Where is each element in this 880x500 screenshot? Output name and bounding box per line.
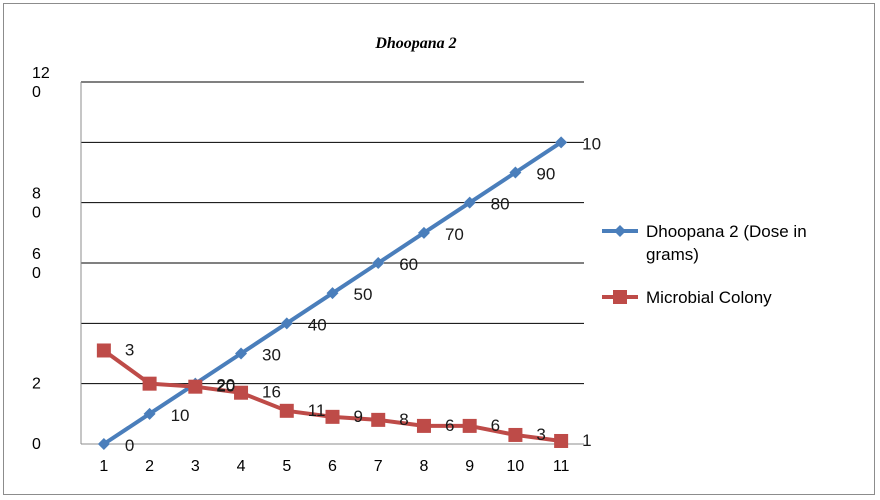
y-tick-label: 12 0	[32, 65, 50, 101]
data-label: 90	[536, 165, 555, 184]
y-tick-label: 0	[32, 436, 41, 453]
data-label: 20	[216, 376, 235, 395]
chart-canvas: Dhoopana 2 026 08 012 01 2 3 4 5 6 7 8 9 10 11 010203…	[32, 35, 807, 475]
x-tick-label: 2	[145, 458, 154, 475]
data-point	[280, 317, 293, 330]
legend-label: Microbial Colony	[646, 288, 772, 307]
data-point	[142, 376, 157, 391]
y-tick-label: 2	[32, 376, 41, 393]
data-label: 20	[216, 377, 235, 396]
data-point	[143, 407, 156, 420]
x-tick-label: 8	[420, 458, 429, 475]
data-point	[555, 136, 568, 149]
data-label: 6	[445, 416, 454, 435]
data-label: 3	[125, 340, 134, 359]
data-label: 40	[308, 315, 327, 334]
data-point	[554, 433, 569, 448]
data-label: 50	[354, 285, 373, 304]
legend-label: Dhoopana 2 (Dose in grams)	[646, 222, 807, 264]
data-point	[372, 257, 385, 269]
data-point	[325, 409, 340, 424]
x-tick-label: 4	[237, 458, 246, 475]
data-point	[234, 385, 249, 400]
chart-frame: Dhoopana 2 0 2 6 0 8 0 12 0 1 2 3 4 5 6 7 8 9 10 11 0 10 20 3…	[3, 3, 875, 495]
data-point	[96, 343, 111, 358]
data-label: 70	[445, 225, 464, 244]
data-label: 10	[171, 406, 190, 425]
x-tick-label: 5	[282, 458, 291, 475]
data-label: 11	[308, 401, 326, 420]
data-label: 0	[125, 436, 134, 455]
legend-marker	[613, 290, 627, 304]
x-tick-label: 6	[328, 458, 337, 475]
data-label: 60	[399, 255, 418, 274]
data-point	[279, 403, 294, 418]
data-label: 16	[262, 383, 281, 402]
data-label: 30	[262, 346, 281, 365]
data-point	[371, 412, 386, 427]
data-point	[462, 418, 477, 433]
data-point	[463, 196, 476, 209]
data-point	[235, 347, 248, 360]
data-label: 8	[399, 410, 408, 429]
data-label: 9	[354, 407, 363, 426]
data-point	[326, 287, 339, 300]
x-tick-label: 11	[553, 458, 570, 475]
x-tick-label: 1	[99, 458, 108, 475]
data-label: 1	[582, 431, 591, 450]
data-label: 80	[491, 195, 510, 214]
data-point	[509, 166, 522, 179]
legend-marker	[614, 225, 626, 237]
data-point	[416, 418, 431, 433]
data-label: 6	[491, 416, 500, 435]
x-tick-label: 7	[374, 458, 383, 475]
x-tick-label: 10	[507, 458, 525, 475]
data-point	[417, 226, 430, 239]
data-point	[188, 379, 203, 394]
x-tick-label: 3	[191, 458, 200, 475]
data-point	[97, 438, 110, 450]
chart-title: Dhoopana 2	[374, 35, 456, 52]
x-tick-label: 9	[465, 458, 474, 475]
data-label: 10	[582, 134, 601, 153]
data-label: 3	[536, 425, 545, 444]
data-point	[508, 427, 523, 442]
